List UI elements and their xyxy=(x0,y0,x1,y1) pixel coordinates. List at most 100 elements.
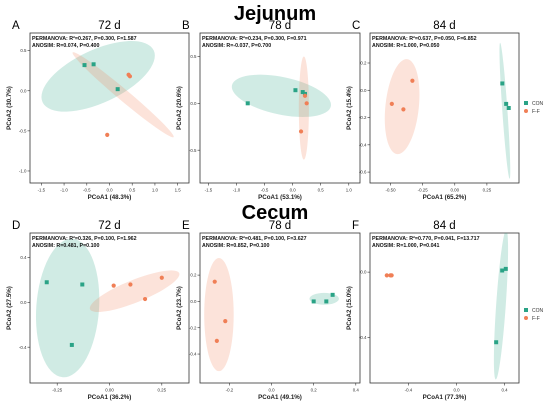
ellipse-con xyxy=(231,74,331,117)
y-tick-label: 0.2 xyxy=(360,61,367,66)
stats-permanova: PERMANOVA: R²=0.637, P=0.050, F=6.852 xyxy=(372,36,477,42)
legend-swatch-con xyxy=(524,308,528,312)
ellipse-con xyxy=(499,42,511,179)
panel-letter: C xyxy=(352,20,360,32)
y-axis-label: PCoA2 (15.4%) xyxy=(346,86,353,130)
x-tick-label: -0.50 xyxy=(386,188,397,193)
legend: CON F-F xyxy=(524,101,544,115)
panel-letter: B xyxy=(182,20,190,32)
legend-label: F-F xyxy=(532,109,540,115)
x-tick-label: -0.5 xyxy=(261,188,269,193)
point-f-f xyxy=(401,107,406,112)
y-tick-label: -0.6 xyxy=(359,170,367,175)
panel-f: -0.4 0.0 0.4 0.0 -0.4 PCoA1 (77.3%) PCoA2 (15.… xyxy=(346,220,520,401)
y-tick-label: -0.4 xyxy=(359,142,367,147)
point-f-f xyxy=(105,132,110,137)
x-tick-label: 1.0 xyxy=(152,188,159,193)
ellipse-con xyxy=(35,238,100,378)
panel-title: 84 d xyxy=(433,220,455,232)
panel-title: 78 d xyxy=(269,20,291,32)
y-tick-label: -1.0 xyxy=(19,169,27,174)
point-con xyxy=(500,268,505,273)
point-con xyxy=(82,63,87,68)
point-con xyxy=(311,299,316,304)
y-tick-label: -0.4 xyxy=(359,335,367,340)
point-f-f xyxy=(214,338,219,343)
stats-permanova: PERMANOVA: R²=0.770, P=0.041, F=13.717 xyxy=(372,236,480,242)
point-con xyxy=(324,299,329,304)
legend-label: CON xyxy=(532,101,544,107)
x-tick-label: -1.0 xyxy=(60,188,68,193)
point-con xyxy=(69,342,74,347)
point-con xyxy=(245,101,250,106)
y-tick-label: 0.0 xyxy=(360,88,367,93)
section-title-cecum: Cecum xyxy=(242,202,309,224)
point-f-f xyxy=(128,282,133,287)
legend: CON F-F xyxy=(524,308,544,322)
x-axis-label: PCoA1 (77.3%) xyxy=(423,394,467,401)
point-f-f xyxy=(410,78,415,83)
panels-group: -1.5 -1.0 -0.5 0.0 0.5 1.0 1.5 0.5 0.0 -0.5 -1.0 PC… xyxy=(6,20,544,401)
section-title-jejunum: Jejunum xyxy=(234,3,316,25)
point-con xyxy=(494,340,499,345)
y-tick-label: -0.4 xyxy=(189,352,197,357)
x-tick-label: 0.0 xyxy=(453,388,460,393)
y-tick-label: 0.4 xyxy=(20,255,27,260)
point-con xyxy=(503,266,508,271)
legend-swatch-f-f xyxy=(524,109,528,113)
y-tick-label: 0.5 xyxy=(20,48,27,53)
point-con xyxy=(500,81,505,86)
y-tick-label: -0.2 xyxy=(189,325,197,330)
point-f-f xyxy=(302,93,308,98)
plot-frame xyxy=(369,32,520,184)
ellipse-f-f xyxy=(89,270,180,313)
y-tick-label: 0.0 xyxy=(190,101,197,106)
point-f-f xyxy=(389,273,394,278)
x-tick-label: 0.4 xyxy=(502,388,509,393)
y-axis-label: PCoA2 (20.6%) xyxy=(176,86,183,130)
x-tick-label: 0.5 xyxy=(129,188,136,193)
point-f-f xyxy=(298,129,304,134)
panel-letter: F xyxy=(352,220,359,232)
panel-letter: A xyxy=(12,20,20,32)
point-con xyxy=(330,292,335,297)
x-tick-label: 0.0 xyxy=(269,388,276,393)
y-axis-label: PCoA2 (15.0%) xyxy=(346,286,353,330)
stats-anosim: ANOSIM: R=1.000, P=0.050 xyxy=(372,43,439,49)
point-con xyxy=(44,280,49,285)
stats-permanova: PERMANOVA: R²=0.481, P=0.100, F=3.627 xyxy=(202,236,307,242)
plot-frame xyxy=(29,32,190,184)
y-tick-label: 0.5 xyxy=(190,54,197,59)
x-axis-label: PCoA1 (49.1%) xyxy=(258,394,302,401)
point-con xyxy=(91,62,96,67)
x-tick-label: 0.4 xyxy=(353,388,360,393)
ellipse-f-f xyxy=(298,56,309,160)
x-tick-label: 0.00 xyxy=(105,388,114,393)
point-f-f xyxy=(111,283,116,288)
ellipse-f-f xyxy=(384,59,420,155)
plot-area xyxy=(231,56,331,160)
y-tick-label: -0.5 xyxy=(189,148,197,153)
y-tick-label: 0.0 xyxy=(190,299,197,304)
point-f-f xyxy=(223,319,228,324)
y-tick-label: 0.0 xyxy=(20,300,27,305)
point-con xyxy=(80,282,85,287)
x-tick-label: -0.4 xyxy=(405,388,413,393)
point-f-f xyxy=(126,72,131,77)
x-tick-label: 0.0 xyxy=(106,188,113,193)
panel-title: 78 d xyxy=(269,220,291,232)
ellipse-con xyxy=(41,40,155,112)
plot-frame xyxy=(29,232,190,384)
point-con xyxy=(504,101,509,106)
panel-c: -0.50 -0.25 0.00 0.25 0.2 0.0 -0.2 -0.4 -0.6 PCoA… xyxy=(346,20,520,201)
point-f-f xyxy=(142,296,148,302)
stats-anosim: ANOSIM: R=-0.037, P=0.700 xyxy=(202,43,271,49)
point-con xyxy=(115,87,120,92)
ellipse-f-f xyxy=(204,258,234,372)
point-f-f xyxy=(212,279,217,284)
y-tick-label: 0.0 xyxy=(360,270,367,275)
legend-label: F-F xyxy=(532,316,540,322)
stats-anosim: ANOSIM: R=0.074, P=0.400 xyxy=(32,43,99,49)
x-tick-label: -1.5 xyxy=(38,188,46,193)
